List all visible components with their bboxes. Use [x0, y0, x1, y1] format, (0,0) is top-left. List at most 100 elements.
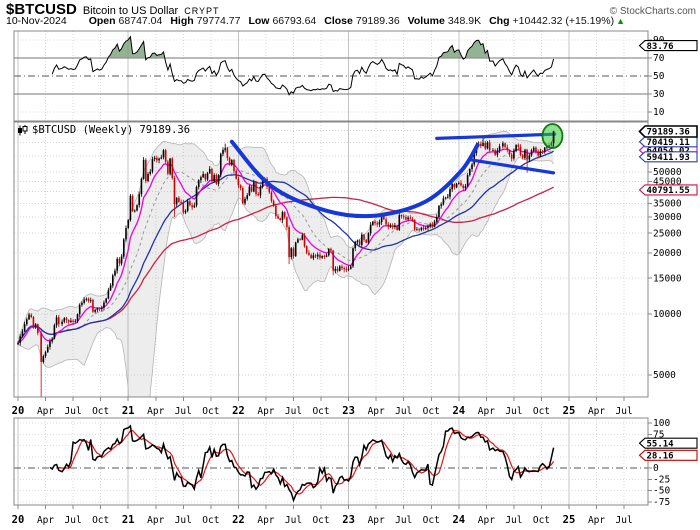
breakout-highlight-circle: [541, 123, 564, 149]
svg-text:24: 24: [452, 514, 465, 526]
svg-text:Apr: Apr: [37, 515, 54, 526]
volume-label: Volume: [407, 15, 445, 27]
svg-text:Apr: Apr: [257, 515, 274, 526]
svg-text:20000: 20000: [653, 248, 682, 259]
svg-text:Jul: Jul: [395, 406, 412, 417]
candlestick-icon: [18, 124, 28, 135]
svg-text:28.16: 28.16: [647, 452, 674, 462]
svg-text:Apr: Apr: [478, 515, 495, 526]
svg-text:Oct: Oct: [202, 515, 219, 526]
svg-text:Jul: Jul: [616, 515, 633, 526]
svg-text:Oct: Oct: [533, 406, 550, 417]
svg-text:50: 50: [653, 71, 665, 82]
svg-text:Jul: Jul: [65, 515, 82, 526]
svg-text:23: 23: [342, 514, 355, 526]
svg-text:Apr: Apr: [147, 515, 164, 526]
svg-text:21: 21: [122, 405, 135, 417]
svg-text:Jul: Jul: [175, 515, 192, 526]
quote-date: 10-Nov-2024: [6, 15, 67, 27]
svg-text:70419.11: 70419.11: [647, 138, 690, 148]
svg-text:30000: 30000: [653, 212, 682, 223]
svg-text:22: 22: [232, 514, 245, 526]
cup-trendline: [229, 139, 480, 219]
svg-text:83.76: 83.76: [647, 42, 674, 52]
svg-text:Jul: Jul: [616, 406, 633, 417]
volume-value: 348.9K: [447, 15, 482, 27]
low-label: Low: [248, 15, 270, 27]
svg-text:79189.36: 79189.36: [647, 128, 690, 138]
chart-header: $BTCUSD Bitcoin to US Dollar CRYPT © Sto…: [6, 1, 696, 18]
svg-text:Oct: Oct: [202, 406, 219, 417]
svg-text:Apr: Apr: [478, 406, 495, 417]
bollinger-bands: [17, 130, 554, 397]
svg-text:Jul: Jul: [395, 515, 412, 526]
svg-text:Jul: Jul: [505, 406, 522, 417]
svg-text:Apr: Apr: [147, 406, 164, 417]
change-value: +10442.32 (+15.19%): [512, 15, 615, 27]
svg-text:-75: -75: [653, 497, 670, 508]
main-chart-legend: $BTCUSD (Weekly) 79189.36: [17, 124, 190, 136]
low-value: 66793.64: [272, 15, 317, 27]
svg-text:22: 22: [232, 405, 245, 417]
exchange-tag: CRYPT: [184, 6, 220, 16]
high-label: High: [170, 15, 194, 27]
price-tags: 64054.0270419.1159411.9340791.5579189.36…: [638, 40, 698, 462]
svg-text:25: 25: [563, 405, 576, 417]
svg-text:70: 70: [653, 53, 665, 64]
svg-text:Oct: Oct: [423, 406, 440, 417]
svg-text:75: 75: [653, 429, 664, 440]
change-up-arrow-icon: ▲: [616, 16, 626, 26]
svg-text:50000: 50000: [653, 167, 682, 178]
svg-text:40791.55: 40791.55: [647, 186, 690, 196]
svg-text:Apr: Apr: [588, 406, 605, 417]
svg-text:25: 25: [563, 514, 576, 526]
svg-text:10: 10: [653, 107, 665, 118]
svg-text:Apr: Apr: [588, 515, 605, 526]
high-value: 79774.77: [196, 15, 241, 27]
svg-text:Jul: Jul: [285, 406, 302, 417]
oscillator-indicator: [49, 424, 555, 503]
svg-text:100: 100: [653, 418, 670, 429]
flag-upper-trendline: [435, 132, 557, 140]
svg-text:24: 24: [452, 405, 465, 417]
svg-text:25000: 25000: [653, 228, 682, 239]
candlesticks: [17, 130, 555, 397]
svg-text:10000: 10000: [653, 309, 682, 320]
svg-text:Jul: Jul: [505, 515, 522, 526]
svg-text:20: 20: [12, 405, 25, 417]
svg-text:5000: 5000: [653, 370, 676, 381]
svg-text:Apr: Apr: [37, 406, 54, 417]
change-label: Chg: [489, 15, 510, 27]
annotations: [229, 123, 564, 219]
y-axis-labels: 9070503010500004500040000350003000025000…: [648, 35, 682, 508]
svg-text:30: 30: [653, 89, 665, 100]
svg-text:Oct: Oct: [92, 406, 109, 417]
svg-text:Oct: Oct: [92, 515, 109, 526]
main-chart-legend-text: $BTCUSD (Weekly) 79189.36: [32, 124, 191, 136]
symbol-name: Bitcoin to US Dollar: [82, 5, 179, 17]
svg-text:35000: 35000: [653, 199, 682, 210]
svg-text:Jul: Jul: [285, 515, 302, 526]
flag-lower-trendline: [468, 158, 556, 175]
rsi-indicator: [51, 35, 555, 96]
svg-text:15000: 15000: [653, 273, 682, 284]
close-label: Close: [324, 15, 353, 27]
moving-averages: [17, 144, 555, 344]
open-label: Open: [88, 15, 116, 27]
svg-text:-25: -25: [653, 474, 670, 485]
svg-text:59411.93: 59411.93: [647, 153, 690, 163]
svg-text:Apr: Apr: [368, 515, 385, 526]
svg-text:0: 0: [653, 463, 659, 474]
svg-text:Oct: Oct: [533, 515, 550, 526]
symbol: $BTCUSD: [6, 1, 77, 18]
svg-text:45000: 45000: [653, 176, 682, 187]
quote-line: 10-Nov-2024 Open 68747.04 High 79774.77 Low 66…: [6, 15, 625, 27]
svg-text:55.14: 55.14: [647, 439, 675, 449]
svg-text:Jul: Jul: [65, 406, 82, 417]
svg-text:Oct: Oct: [423, 515, 440, 526]
close-value: 79189.36: [355, 15, 400, 27]
svg-text:-50: -50: [653, 486, 670, 497]
svg-text:Apr: Apr: [368, 406, 385, 417]
svg-text:23: 23: [342, 405, 355, 417]
